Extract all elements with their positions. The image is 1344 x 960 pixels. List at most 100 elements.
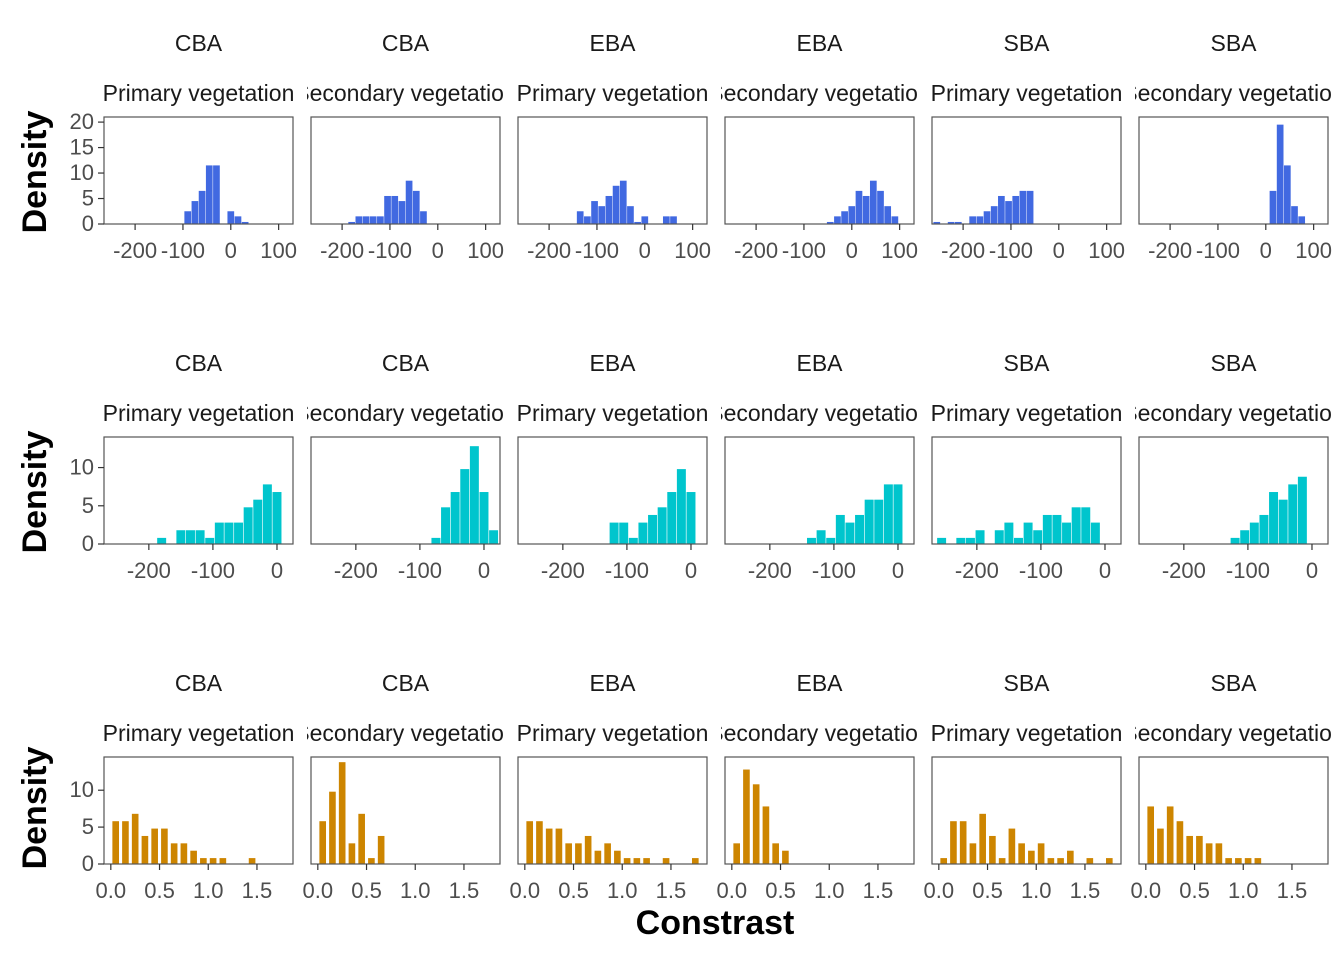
histogram-bar	[253, 499, 263, 544]
histogram-bar	[619, 180, 627, 224]
x-tick-label: 0.0	[717, 878, 748, 903]
histogram-bar	[862, 195, 870, 224]
y-axis-title: Density	[16, 747, 54, 870]
x-tick-label: 1.0	[1228, 878, 1259, 903]
histogram-bar	[657, 507, 667, 544]
histogram-bar	[1298, 216, 1306, 224]
histogram-bar	[1062, 522, 1072, 544]
histogram-bar	[1047, 858, 1055, 864]
panel-border	[1138, 116, 1329, 225]
x-tick-label: 100	[467, 238, 504, 263]
facet-panel: Primary vegetation CBA 0.0 0.5 1.0 1.5 0 5 10	[70, 670, 295, 903]
histogram-bar	[1026, 190, 1034, 224]
facet-strip: Secondary vegetation	[1122, 80, 1344, 106]
x-tick-label: 0	[1306, 558, 1318, 583]
histogram-bar	[686, 492, 696, 544]
facet-strip: Secondary vegetation	[721, 400, 918, 426]
histogram-bar	[998, 195, 1005, 224]
facet-panel: Primary vegetation SBA 0.0 0.5 1.0 1.5	[924, 670, 1123, 903]
panel-border	[931, 756, 1122, 865]
x-tick-label: 1.5	[242, 878, 273, 903]
histogram-bar	[1147, 806, 1155, 864]
x-tick-label: 1.5	[1277, 878, 1308, 903]
histogram-bar	[420, 211, 427, 224]
y-tick-label: 0	[82, 531, 94, 556]
histogram-bar	[184, 211, 192, 224]
x-tick-label: 0.5	[1179, 878, 1210, 903]
histogram-bar	[209, 858, 217, 864]
histogram-bar	[841, 211, 848, 224]
x-tick-label: -100	[1019, 558, 1063, 583]
histogram-bar	[667, 492, 677, 544]
histogram-bar	[638, 522, 648, 544]
histogram-bar	[976, 216, 984, 224]
histogram-bar	[329, 791, 336, 864]
panel-border	[517, 116, 708, 225]
x-tick-label: -100	[575, 238, 619, 263]
histogram-bar	[969, 843, 977, 864]
strip-label-habitat: Primary vegetation	[931, 80, 1123, 106]
x-tick-label: -100	[812, 558, 856, 583]
histogram-bar	[937, 537, 947, 544]
histogram-bar	[1269, 492, 1279, 544]
y-tick-label: 5	[82, 814, 94, 839]
y-axis-title-row-3: Density	[16, 747, 54, 870]
histogram-bar	[1259, 514, 1269, 544]
x-tick-label: 0	[271, 558, 283, 583]
histogram-bar	[1018, 843, 1025, 864]
histogram-bar	[362, 216, 370, 224]
x-tick-label: 0.0	[924, 878, 955, 903]
facet-strip: Secondary vegetation	[1135, 720, 1332, 746]
panel-border	[724, 756, 915, 865]
histogram-bar	[1028, 850, 1035, 864]
histogram-bar	[243, 507, 253, 544]
histogram-bar	[979, 813, 986, 864]
strip-label-habitat: Secondary vegetation	[1122, 80, 1344, 106]
histogram-bar	[200, 858, 207, 864]
histogram-bar	[1254, 858, 1262, 864]
facet-strip: Primary vegetation	[931, 720, 1123, 746]
panel-border	[1138, 436, 1329, 545]
histogram-bar	[1052, 514, 1062, 544]
histogram-bar	[1008, 828, 1016, 864]
histogram-bar	[845, 522, 855, 544]
strip-label-group: CBA	[175, 30, 223, 56]
histogram-bar	[157, 537, 167, 544]
histogram-bar	[643, 858, 650, 864]
histogram-bar	[627, 206, 634, 224]
histogram-bar	[1215, 843, 1223, 864]
histogram-bar	[1033, 530, 1043, 544]
histogram-bar	[1012, 195, 1020, 224]
histogram-bar	[874, 499, 884, 544]
x-tick-label: 0	[685, 558, 697, 583]
facet-panel: Primary vegetation EBA -200 -100 0	[517, 350, 709, 583]
facet-panel: Primary vegetation CBA -200 -100 0 0 5 10	[70, 350, 295, 583]
histogram-bar	[605, 195, 613, 224]
histogram-bar	[122, 821, 129, 864]
histogram-bar	[469, 446, 479, 544]
histogram-bar	[450, 492, 460, 544]
strip-label-group: SBA	[1210, 670, 1257, 696]
histogram-bar	[969, 216, 977, 224]
histogram-bar	[248, 858, 256, 864]
x-tick-label: 1.0	[400, 878, 431, 903]
histogram-bar	[1019, 190, 1027, 224]
facet-strip: Secondary vegetation	[721, 720, 918, 746]
x-tick-label: -200	[334, 558, 378, 583]
y-tick-label: 10	[70, 160, 94, 185]
strip-label-group: SBA	[1003, 350, 1050, 376]
histogram-bar	[1230, 537, 1240, 544]
strip-label-habitat: Secondary vegetation	[294, 80, 517, 106]
histogram-bar	[998, 858, 1006, 864]
histogram-bar	[338, 762, 346, 864]
histogram-bar	[691, 858, 699, 864]
x-tick-label: -200	[748, 558, 792, 583]
histogram-bar	[565, 843, 572, 864]
histogram-bar	[826, 537, 836, 544]
histogram-bar	[956, 537, 966, 544]
facet-panel: Primary vegetation SBA -200 -100 0	[931, 350, 1123, 583]
x-tick-label: -200	[527, 238, 571, 263]
histogram-bar	[743, 769, 750, 864]
strip-label-group: CBA	[382, 30, 430, 56]
